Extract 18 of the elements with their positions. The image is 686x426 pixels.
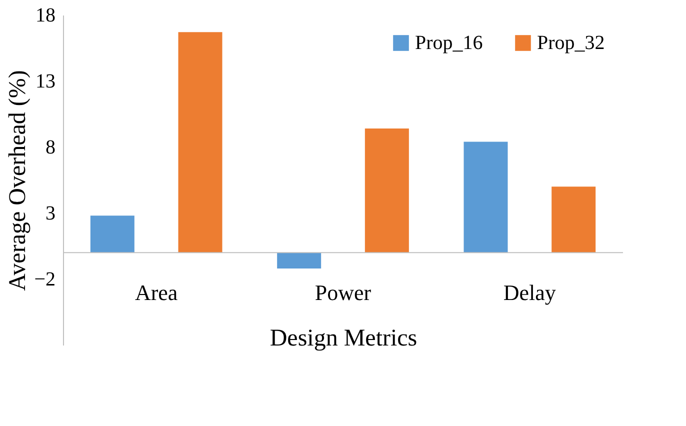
- y-tick-label: 13: [36, 70, 56, 92]
- y-tick-label: 3: [46, 202, 56, 224]
- y-tick-label: 8: [46, 136, 56, 158]
- x-axis-title: Design Metrics: [270, 326, 418, 352]
- bar: [90, 216, 134, 253]
- y-tick-label: −2: [34, 268, 56, 290]
- x-tick-label: Power: [314, 280, 372, 306]
- bar: [178, 32, 222, 253]
- bar: [464, 142, 508, 253]
- y-axis-title: Average Overhead (%): [5, 70, 32, 291]
- bar: [277, 252, 322, 268]
- bar: [364, 128, 409, 253]
- bar: [552, 186, 596, 253]
- x-tick-label: Area: [134, 280, 178, 306]
- x-tick-label: Delay: [503, 280, 556, 306]
- legend-label: Prop_16: [415, 32, 483, 54]
- legend-label: Prop_32: [537, 32, 605, 54]
- y-tick-label: 18: [36, 4, 56, 26]
